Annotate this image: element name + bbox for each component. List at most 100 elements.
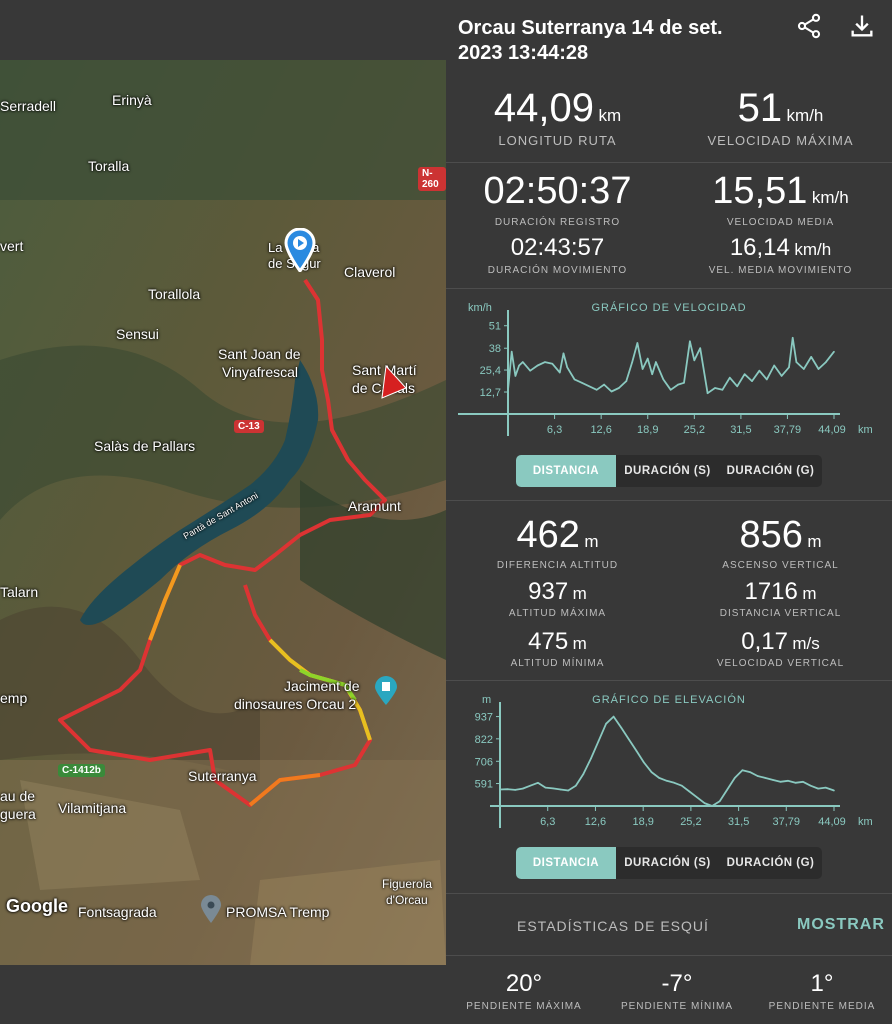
mode-duration-s-button[interactable]: DURACIÓN (S) — [624, 465, 711, 477]
data-point — [802, 368, 805, 370]
stat-max-altitude: 937 m ALTITUD MÁXIMA — [446, 578, 669, 619]
share-icon[interactable] — [795, 12, 823, 40]
place-marker-icon[interactable] — [200, 894, 222, 924]
stat-unit: m — [572, 584, 587, 603]
map-label: Fontsagrada — [78, 904, 157, 920]
data-point — [696, 796, 698, 799]
speed-chart-xlabel: km — [858, 424, 873, 436]
data-point — [743, 373, 746, 375]
stat-label: PENDIENTE MÁXIMA — [466, 1001, 582, 1012]
elevation-chart-xlabel: km — [858, 816, 873, 828]
map-terrain — [0, 60, 446, 965]
stat-label: ALTITUD MÍNIMA — [510, 658, 605, 669]
data-point — [787, 780, 789, 782]
stat-value: 02:43:57 — [510, 234, 605, 261]
start-marker-icon[interactable] — [284, 228, 316, 272]
poi-marker-icon[interactable] — [374, 676, 398, 706]
stat-vertical-ascent: 856 m ASCENSO VERTICAL — [669, 514, 892, 571]
mode-duration-g-button[interactable]: DURACIÓN (G) — [726, 465, 815, 477]
data-point — [729, 376, 731, 379]
mode-duration-s-button[interactable]: DURACIÓN (S) — [624, 857, 711, 869]
data-point — [620, 726, 623, 729]
stat-avg-speed: 15,51 km/h VELOCIDAD MEDIA — [669, 170, 892, 228]
stat-value: 02:50:37 — [483, 170, 632, 212]
end-marker-icon[interactable] — [376, 364, 408, 400]
data-point — [693, 359, 696, 362]
mode-duration-g-button[interactable]: DURACIÓN (G) — [726, 857, 815, 869]
data-point — [521, 361, 524, 363]
map-label: Serradell — [0, 98, 57, 114]
data-point — [751, 380, 753, 382]
data-point — [590, 757, 592, 760]
stats-panel: Orcau Suterranya 14 de set. 2023 13:44:2… — [446, 0, 892, 1024]
data-point — [627, 738, 630, 741]
divider — [446, 955, 892, 956]
data-point — [618, 387, 620, 389]
road-label: C-13 — [234, 420, 264, 433]
data-point — [749, 771, 751, 773]
stat-unit: km/h — [786, 106, 824, 125]
data-point — [791, 337, 794, 339]
map-label: Claverol — [344, 264, 396, 280]
data-point — [510, 350, 513, 353]
data-point — [741, 769, 744, 771]
data-point — [683, 382, 685, 384]
mode-distance-button[interactable]: DISTANCIA — [516, 847, 616, 879]
map-label: Sensui — [116, 326, 159, 342]
data-point — [802, 781, 804, 783]
data-point — [529, 369, 531, 372]
data-point — [574, 784, 577, 787]
stat-avg-slope: 1° PENDIENTE MEDIA — [752, 970, 892, 1012]
x-tick-label: 6,3 — [547, 424, 562, 436]
data-point — [758, 369, 761, 372]
stat-value: 16,14 — [729, 234, 790, 261]
data-point — [780, 375, 783, 377]
map-label: dinosaures Orcau 2 — [234, 696, 357, 712]
download-icon[interactable] — [848, 12, 876, 40]
data-point — [552, 787, 554, 790]
data-point — [765, 378, 768, 381]
map-label: Aramunt — [348, 498, 401, 514]
mode-distance-button[interactable]: DISTANCIA — [516, 455, 616, 487]
stat-min-altitude: 475 m ALTITUD MÍNIMA — [446, 628, 669, 669]
y-tick-label: 25,4 — [480, 365, 501, 377]
x-tick-label: 18,9 — [637, 424, 658, 436]
data-point — [567, 789, 569, 792]
map-label: Sant Martí — [352, 362, 417, 378]
ski-stats-show-button[interactable]: MOSTRAR — [797, 916, 885, 933]
stat-record-duration: 02:50:37 DURACIÓN REGISTRO — [446, 170, 669, 228]
data-point — [689, 340, 691, 343]
divider — [446, 500, 892, 501]
y-tick-label: 822 — [475, 734, 493, 746]
map-label: Vilamitjana — [58, 800, 127, 816]
route-map[interactable]: Serradell Erinyà Toralla vert La Pobla d… — [0, 60, 446, 965]
stat-value: 0,17 — [741, 628, 788, 655]
data-point — [612, 715, 615, 718]
series-line — [499, 715, 835, 807]
speed-chart-title: GRÁFICO DE VELOCIDAD — [591, 302, 747, 314]
stat-value: 856 — [739, 514, 803, 556]
elevation-chart[interactable]: 591 706 822 937 6,3 12,6 18,9 25,2 31,5 37,79 44,0… — [446, 702, 892, 832]
stat-value: 20° — [505, 970, 543, 997]
stat-value: 1° — [810, 970, 834, 997]
y-tick-label: 937 — [475, 712, 493, 724]
x-tick-label: 44,09 — [818, 424, 846, 436]
stat-value: 44,09 — [493, 86, 594, 130]
data-point — [595, 388, 598, 391]
divider — [446, 162, 892, 163]
map-label: Sant Joan de — [218, 346, 301, 362]
map-label: Torallola — [148, 286, 201, 302]
map-label: vert — [0, 238, 24, 254]
data-point — [655, 361, 657, 363]
data-point — [795, 361, 798, 363]
data-point — [650, 771, 653, 773]
data-point — [597, 740, 600, 742]
stat-label: DIFERENCIA ALTITUD — [496, 560, 619, 571]
speed-chart-ylabel: km/h — [468, 302, 492, 314]
divider — [446, 288, 892, 289]
stat-unit: km/h — [811, 188, 849, 207]
stat-value: -7° — [661, 970, 693, 997]
speed-chart[interactable]: 12,7 25,4 38 51 6,3 12,6 18,9 25,2 31,5 37,79 44,0… — [446, 310, 892, 440]
data-point — [544, 361, 546, 363]
stat-vertical-speed: 0,17 m/s VELOCIDAD VERTICAL — [669, 628, 892, 669]
